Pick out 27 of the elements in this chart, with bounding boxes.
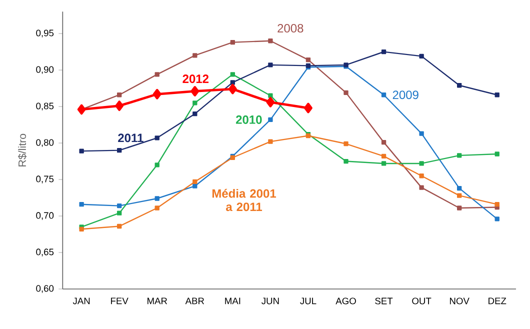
- y-tick-label: 0,70: [36, 212, 54, 220]
- series-label: 2008: [278, 24, 304, 33]
- series-label: 2011: [118, 134, 144, 142]
- y-tick-label: 0,60: [36, 285, 54, 293]
- x-tick-label: MAR: [148, 298, 168, 304]
- x-tick-label: FEV: [111, 298, 128, 304]
- x-tick-label: DEZ: [488, 298, 506, 304]
- y-tick-label: 0,95: [36, 30, 54, 38]
- x-tick-label: JAN: [72, 298, 90, 304]
- series-label: 2009: [392, 90, 418, 100]
- x-tick-label: OUT: [412, 298, 432, 304]
- y-tick-label: 0,75: [36, 176, 54, 184]
- x-tick-label: NOV: [450, 298, 470, 304]
- x-tick-label: MAI: [225, 298, 240, 304]
- y-tick-label: 0,80: [36, 139, 54, 147]
- series-label: 2010: [236, 115, 262, 124]
- x-tick-label: AGO: [336, 298, 356, 304]
- x-tick-label: JUL: [300, 298, 316, 304]
- series-label: Média 2001 a 2011: [212, 188, 276, 212]
- y-tick-label: 0,85: [36, 102, 54, 110]
- y-tick-label: 0,65: [36, 248, 54, 256]
- x-tick-label: SET: [375, 298, 393, 304]
- y-tick-label: 0,90: [36, 66, 54, 74]
- series-label: 2012: [182, 74, 209, 84]
- x-tick-label: JUN: [262, 298, 279, 304]
- y-axis-title: R$/litro: [18, 134, 27, 166]
- x-tick-label: ABR: [185, 298, 204, 304]
